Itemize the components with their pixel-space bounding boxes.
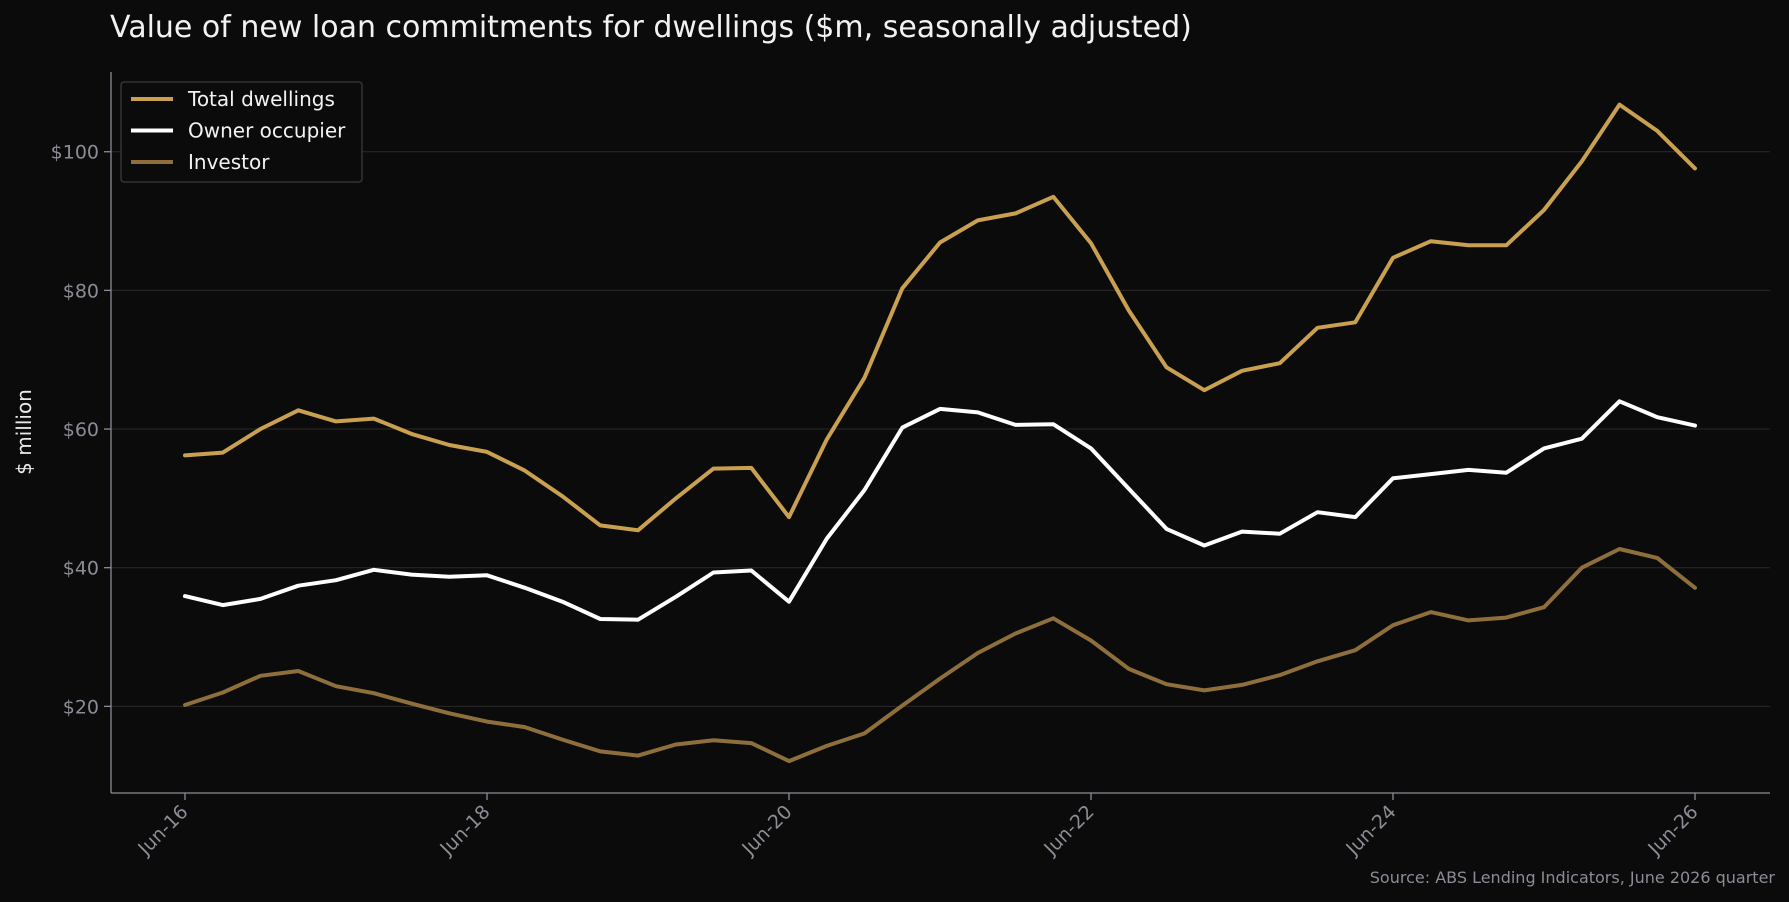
y-tick-label: $60 [63,419,99,441]
legend-label-total-dwellings: Total dwellings [187,87,335,111]
series-line-investor [183,547,1697,764]
x-tick-label: Jun-26 [1643,801,1702,860]
x-tick-label: Jun-20 [737,801,796,860]
x-tick-label: Jun-18 [435,801,494,860]
y-tick-label: $100 [51,142,99,164]
legend-label-owner-occupier: Owner occupier [188,119,346,143]
chart-title: Value of new loan commitments for dwelli… [110,10,1192,45]
y-tick-label: $40 [63,558,99,580]
series-line-total-dwellings [183,102,1697,533]
legend-box [120,81,363,183]
x-tick-label: Jun-24 [1341,801,1400,860]
source-note: Source: ABS Lending Indicators, June 202… [1370,868,1776,887]
y-tick-label: $80 [63,280,99,302]
y-tick-label: $20 [63,696,99,718]
legend-label-investor: Investor [188,150,270,174]
y-axis-label: $ million [12,389,36,475]
gridlines [111,151,1770,707]
x-tick-label: Jun-16 [133,801,192,860]
axes: $20 $40 $60 $80 $100 Jun-16 Jun-18 Jun-20 Jun-22… [51,72,1770,860]
x-tick-label: Jun-22 [1039,801,1098,860]
series-line-owner-occupier [183,399,1697,622]
plot-area [183,102,1697,764]
legend: Total dwellings Owner occupier Investor [120,81,363,183]
